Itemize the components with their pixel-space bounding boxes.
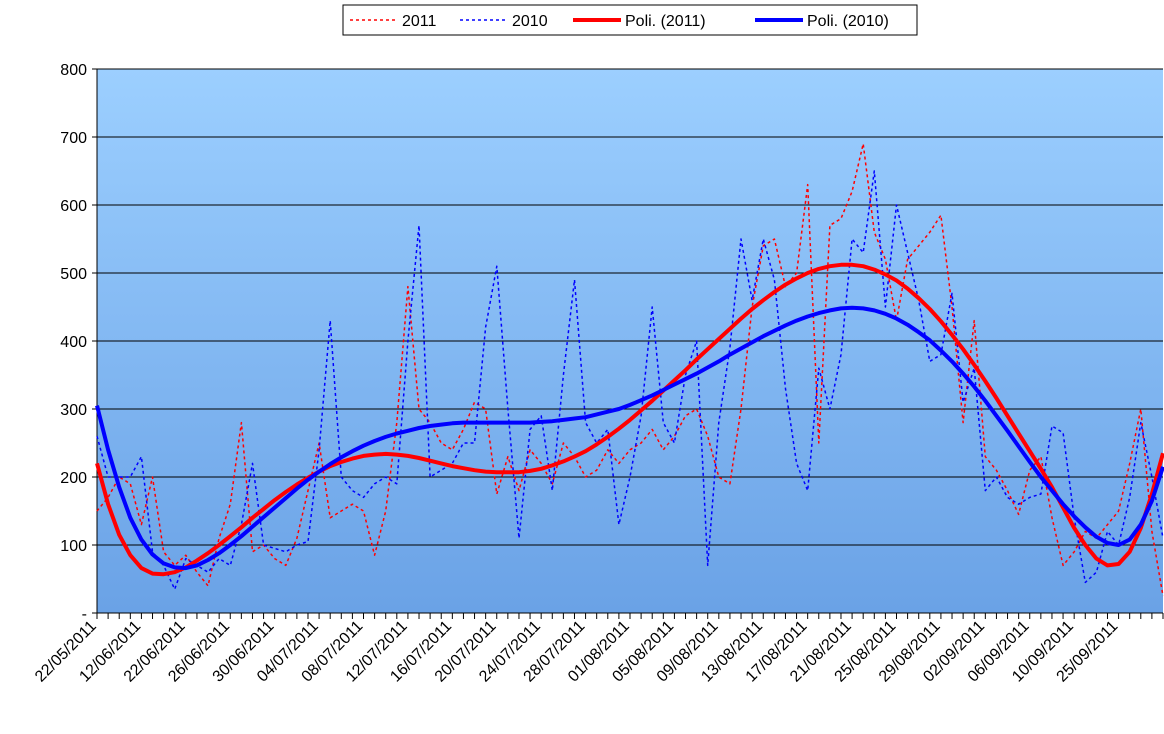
y-tick-label: 600 xyxy=(60,198,87,215)
y-tick-label: - xyxy=(82,606,87,623)
y-tick-label: 300 xyxy=(60,402,87,419)
series-line xyxy=(95,262,1164,577)
legend-label: Poli. (2010) xyxy=(807,13,889,30)
y-tick-label: 700 xyxy=(60,130,87,147)
y-tick-label: 200 xyxy=(60,470,87,487)
legend-label: 2011 xyxy=(402,13,437,30)
y-tick-label: 500 xyxy=(60,266,87,283)
legend-label: 2010 xyxy=(512,13,548,30)
series-line xyxy=(96,143,1164,597)
series-line xyxy=(95,305,1164,571)
legend-label: Poli. (2011) xyxy=(625,13,706,30)
y-tick-label: 800 xyxy=(60,62,87,79)
series-line xyxy=(96,170,1164,590)
y-tick-label: 400 xyxy=(60,334,87,351)
legend xyxy=(342,4,918,36)
y-tick-label: 100 xyxy=(60,538,87,555)
